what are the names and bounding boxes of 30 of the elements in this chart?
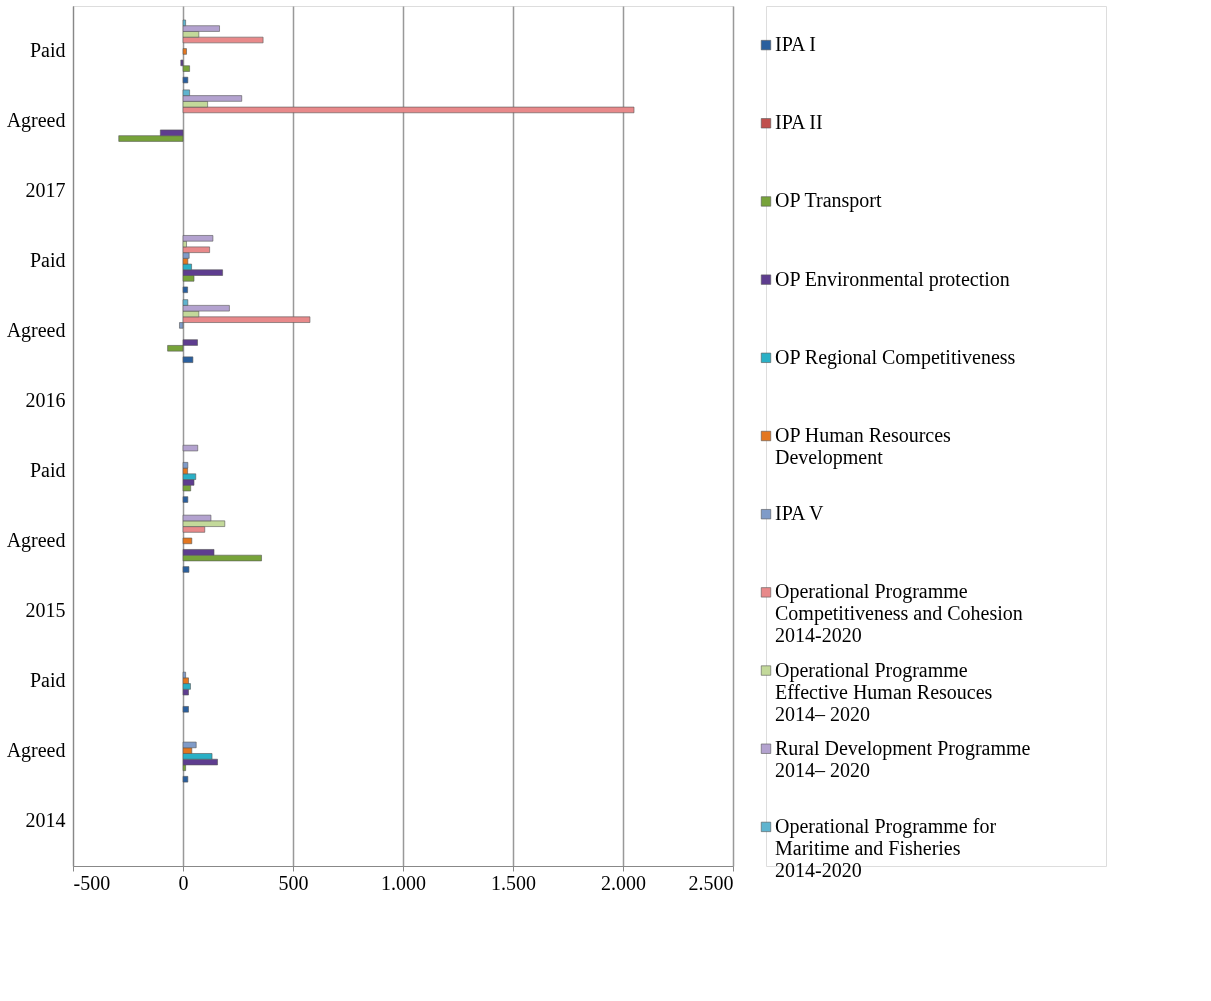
y-tick-label: 2015 [25, 598, 66, 621]
legend-label: OP Regional Competitiveness [775, 345, 1016, 369]
y-tick-label: 2017 [25, 179, 66, 202]
y-tick-label: Agreed [6, 109, 66, 133]
y-tick-label: Agreed [6, 319, 66, 343]
legend-label: OP Human Resources Development [775, 424, 952, 469]
legend-label: Rural Development Programme 2014– 2020 [775, 736, 1031, 781]
legend-label: OP Environmental protection [775, 267, 1010, 291]
y-tick-label: Paid [29, 39, 66, 62]
y-tick-label: Agreed [6, 528, 66, 552]
y-tick-label: 2014 [25, 808, 66, 831]
x-tick-label: 0 [178, 871, 189, 894]
y-tick-label: Agreed [6, 738, 66, 762]
legend-label: IPA I [775, 33, 816, 56]
legend-label: OP Transport [775, 189, 882, 213]
x-tick-label: 1.500 [491, 871, 536, 894]
x-tick-label: 2.500 [688, 871, 734, 894]
x-tick-label: 1.000 [381, 871, 426, 894]
legend-label: Operational Programme Competitiveness and Cohesion 2014-2020 [775, 580, 1023, 647]
legend-label: Operational Programme for Maritime and Fisheries 2014-2020 [775, 814, 997, 881]
x-tick-label: 500 [278, 871, 309, 894]
y-tick-label: Paid [29, 249, 66, 272]
legend-label: IPA II [775, 111, 823, 134]
y-tick-label: 2016 [25, 389, 66, 412]
x-tick-label: 2.000 [601, 871, 646, 894]
x-tick-label: -500 [73, 871, 111, 894]
y-tick-label: Paid [29, 668, 66, 691]
legend-label: IPA V [775, 502, 824, 525]
legend-label: Operational Programme Effective Human Resouces 2014– 2020 [775, 658, 993, 725]
y-tick-label: Paid [29, 458, 66, 481]
